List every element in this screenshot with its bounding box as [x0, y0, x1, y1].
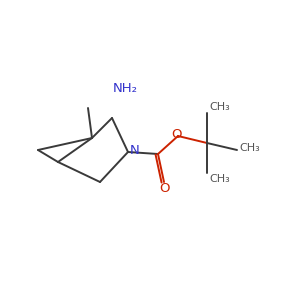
Text: O: O	[160, 182, 170, 194]
Text: CH₃: CH₃	[209, 102, 230, 112]
Text: N: N	[130, 145, 140, 158]
Text: CH₃: CH₃	[239, 143, 260, 153]
Text: CH₃: CH₃	[209, 174, 230, 184]
Text: O: O	[172, 128, 182, 142]
Text: NH₂: NH₂	[113, 82, 138, 94]
